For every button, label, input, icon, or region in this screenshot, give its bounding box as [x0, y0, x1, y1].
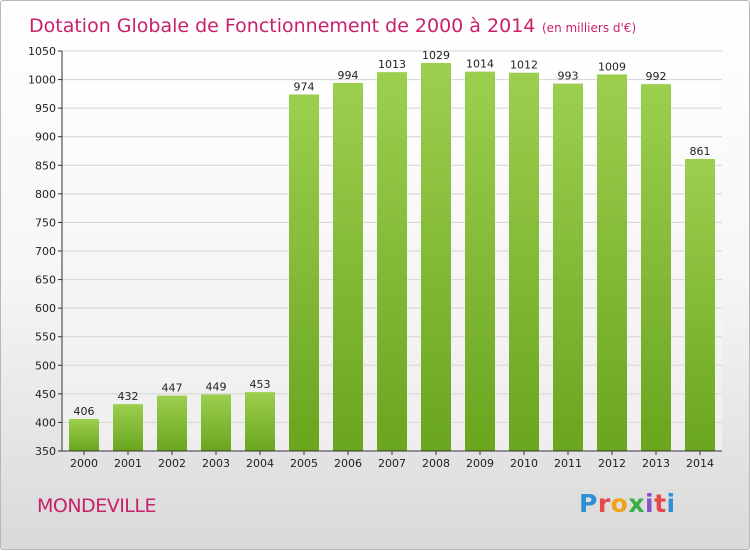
y-tick-label: 750 [35, 216, 56, 229]
logo-letter: t [654, 489, 667, 518]
y-tick-label: 1000 [28, 74, 56, 87]
bar-value-label: 1009 [598, 60, 626, 73]
y-tick-label: 650 [35, 274, 56, 287]
x-tick-label: 2000 [70, 457, 98, 470]
bar-2001 [113, 404, 143, 451]
bar-2012 [597, 74, 627, 451]
y-tick-label: 850 [35, 159, 56, 172]
proxiti-logo[interactable]: Proxiti [579, 489, 676, 518]
x-tick-label: 2013 [642, 457, 670, 470]
bar-2006 [333, 83, 363, 451]
x-tick-label: 2002 [158, 457, 186, 470]
bar-value-label: 993 [558, 70, 579, 83]
x-axis-ticks: 2000 2001 2002 2003 2004 2005 2006 2007 2008 2009… [70, 451, 714, 470]
y-tick-label: 400 [35, 416, 56, 429]
logo-letter: i [645, 489, 655, 518]
bar-value-label: 1012 [510, 59, 538, 72]
bar-value-label: 992 [646, 70, 667, 83]
y-tick-label: 900 [35, 131, 56, 144]
y-tick-label: 350 [35, 445, 56, 458]
x-tick-label: 2010 [510, 457, 538, 470]
y-tick-label: 700 [35, 245, 56, 258]
bar-2014 [685, 159, 715, 451]
bar-2002 [157, 395, 187, 451]
x-tick-label: 2012 [598, 457, 626, 470]
x-tick-label: 2003 [202, 457, 230, 470]
y-tick-label: 450 [35, 388, 56, 401]
y-axis-ticks: 350 400 450 500 550 600 650 700 750 800 850 900 950 1… [28, 45, 62, 458]
bar-value-label: 447 [162, 382, 183, 395]
bar-2007 [377, 72, 407, 452]
bar-value-label: 994 [338, 69, 359, 82]
x-tick-label: 2001 [114, 457, 142, 470]
x-tick-label: 2008 [422, 457, 450, 470]
bar-value-label: 453 [250, 378, 271, 391]
bar-value-label: 432 [118, 390, 139, 403]
y-tick-label: 600 [35, 302, 56, 315]
x-tick-label: 2005 [290, 457, 318, 470]
bar-2013 [641, 84, 671, 452]
logo-letter: r [597, 489, 611, 518]
chart-unit-label: (en milliers d'€) [542, 21, 636, 35]
y-tick-label: 500 [35, 359, 56, 372]
logo-letter: x [628, 489, 645, 518]
bar-2010 [509, 72, 539, 451]
logo-letter: i [666, 489, 676, 518]
y-tick-label: 950 [35, 102, 56, 115]
bar-value-label: 861 [690, 145, 711, 158]
bar-2003 [201, 394, 231, 451]
bar-value-label: 1029 [422, 49, 450, 62]
bar-value-label: 974 [294, 80, 315, 93]
chart-title: Dotation Globale de Fonctionnement de 20… [29, 15, 535, 37]
bar-2008 [421, 63, 451, 451]
city-name: MONDEVILLE [37, 495, 156, 517]
bar-2000 [69, 419, 99, 451]
bar-value-label: 406 [74, 405, 95, 418]
bar-2011 [553, 83, 583, 452]
logo-letter: o [610, 489, 629, 518]
x-tick-label: 2004 [246, 457, 274, 470]
bar-2009 [465, 71, 495, 452]
x-tick-label: 2011 [554, 457, 582, 470]
y-tick-label: 1050 [28, 45, 56, 58]
y-tick-label: 800 [35, 188, 56, 201]
x-tick-label: 2009 [466, 457, 494, 470]
x-tick-label: 2007 [378, 457, 406, 470]
y-tick-label: 550 [35, 331, 56, 344]
bar-value-label: 449 [206, 380, 227, 393]
bar-2004 [245, 392, 275, 451]
x-tick-label: 2006 [334, 457, 362, 470]
bar-2005 [289, 94, 319, 451]
bars: 406 432 447 449 453 974 994 1013 1029 1014 1012 993… [69, 49, 715, 452]
bar-value-label: 1014 [466, 58, 494, 71]
x-tick-label: 2014 [686, 457, 714, 470]
logo-letter: P [579, 489, 598, 518]
bar-value-label: 1013 [378, 58, 406, 71]
